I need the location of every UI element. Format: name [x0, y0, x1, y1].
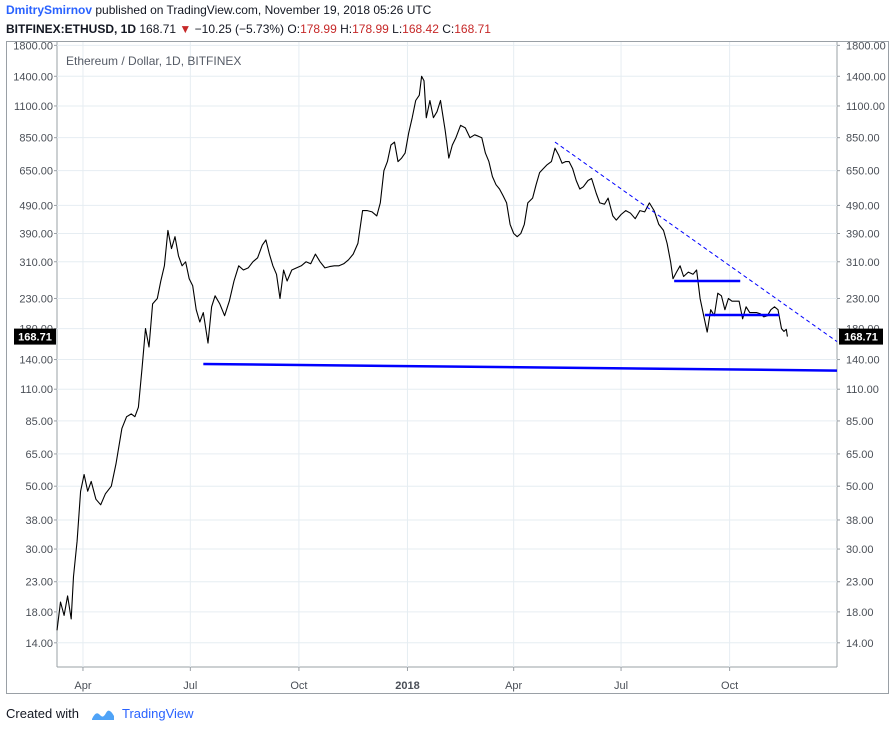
last-price-tag-left: [14, 328, 56, 345]
y-tick-label-left: 85.00: [25, 416, 53, 428]
y-tick-label-right: 23.00: [846, 577, 874, 589]
grid-lines: [56, 42, 838, 668]
close-value: 168.71: [454, 22, 491, 36]
low-value: 168.42: [402, 22, 439, 36]
last-price-tag-right: [839, 328, 883, 345]
y-tick-label-right: 14.00: [846, 638, 874, 650]
x-tick-label: Oct: [290, 680, 307, 692]
y-tick-label-left: 230.00: [19, 293, 53, 305]
y-tick-label-right: 38.00: [846, 515, 874, 527]
y-tick-label-left: 1400.00: [13, 71, 53, 83]
y-tick-label-left: 310.00: [19, 257, 53, 269]
price-line: [56, 75, 788, 631]
author-link[interactable]: DmitrySmirnov: [6, 3, 93, 17]
y-tick-label-left: 140.00: [19, 355, 53, 367]
x-tick-label: Jul: [183, 680, 197, 692]
y-tick-label-left: 1100.00: [14, 101, 53, 113]
low-label: L:: [392, 22, 403, 36]
trendline-line[interactable]: [554, 141, 838, 342]
footer: Created with TradingView: [6, 706, 194, 722]
price-change: −10.25 (−5.73%): [194, 22, 285, 36]
y-tick-label-left: 18.00: [25, 607, 53, 619]
support-line[interactable]: [203, 362, 838, 372]
y-tick-label-right: 140.00: [846, 355, 880, 367]
x-tick-label: 2018: [395, 680, 419, 692]
published-text: published on TradingView.com, November 1…: [95, 3, 432, 17]
y-tick-label-right: 850.00: [846, 133, 880, 145]
y-tick-label-right: 50.00: [846, 481, 874, 493]
y-tick-label-right: 230.00: [846, 293, 880, 305]
last-price-tag-right-label: 168.71: [844, 332, 878, 344]
y-tick-label-left: 390.00: [19, 229, 53, 241]
y-tick-label-right: 30.00: [846, 544, 874, 556]
chart-frame: [6, 41, 889, 694]
high-label: H:: [340, 22, 353, 36]
y-tick-label-left: 30.00: [25, 544, 53, 556]
tradingview-logo-icon[interactable]: [91, 708, 115, 722]
close-label: C:: [442, 22, 455, 36]
high-value: 178.99: [352, 22, 389, 36]
symbol-label: BITFINEX:ETHUSD, 1D: [6, 22, 137, 36]
y-tick-label-right: 490.00: [846, 200, 880, 212]
y-axis-left: 14.00 18.00 23.00 30.00 38.00 50.00 65.00 85.00…: [13, 40, 57, 650]
y-tick-label-right: 110.00: [846, 384, 879, 396]
tradingview-link[interactable]: TradingView: [122, 706, 194, 721]
y-tick-label-right: 310.00: [846, 257, 880, 269]
x-axis: Apr Jul Oct 2018 Apr Jul Oct: [74, 667, 738, 692]
y-tick-label-right: 1100.00: [846, 101, 885, 113]
y-tick-label-right: 1400.00: [846, 71, 886, 83]
y-tick-label-right: 65.00: [846, 449, 874, 461]
y-tick-label-right: 85.00: [846, 416, 874, 428]
y-tick-label-left: 490.00: [19, 200, 53, 212]
y-tick-label-left: 14.00: [25, 638, 53, 650]
y-tick-label-right: 390.00: [846, 229, 880, 241]
y-tick-label-left: 850.00: [19, 133, 53, 145]
last-price-tag-left-label: 168.71: [18, 332, 52, 344]
down-arrow-icon: ▼: [179, 22, 192, 36]
publication-info: DmitrySmirnov published on TradingView.c…: [6, 3, 431, 17]
price-series: [56, 75, 788, 631]
y-tick-label-left: 23.00: [25, 577, 53, 589]
y-tick-label-left: 1800.00: [13, 40, 53, 52]
last-price-tags: 168.71 168.71: [14, 328, 883, 345]
x-tick-label: Oct: [721, 680, 738, 692]
chart-title: Ethereum / Dollar, 1D, BITFINEX: [66, 54, 241, 68]
y-axis-right: 14.00 18.00 23.00 30.00 38.00 50.00 65.00 85.00…: [837, 40, 886, 650]
symbol-bar: BITFINEX:ETHUSD, 1D 168.71 ▼ −10.25 (−5.…: [6, 22, 491, 36]
x-tick-label: Jul: [614, 680, 628, 692]
x-tick-label: Apr: [505, 680, 522, 692]
x-tick-label: Apr: [74, 680, 91, 692]
y-tick-label-right: 650.00: [846, 166, 880, 178]
y-tick-label-left: 38.00: [25, 515, 53, 527]
y-tick-label-left: 110.00: [20, 384, 53, 396]
y-tick-label-right: 1800.00: [846, 40, 886, 52]
open-label: O:: [287, 22, 301, 36]
y-tick-label-left: 650.00: [19, 166, 53, 178]
last-price: 168.71: [139, 22, 177, 36]
drawing-tools[interactable]: [203, 141, 838, 372]
y-tick-label-left: 65.00: [25, 449, 53, 461]
y-tick-label-right: 18.00: [846, 607, 874, 619]
open-value: 178.99: [300, 22, 337, 36]
y-tick-label-left: 50.00: [25, 481, 53, 493]
created-with-text: Created with: [6, 706, 79, 721]
